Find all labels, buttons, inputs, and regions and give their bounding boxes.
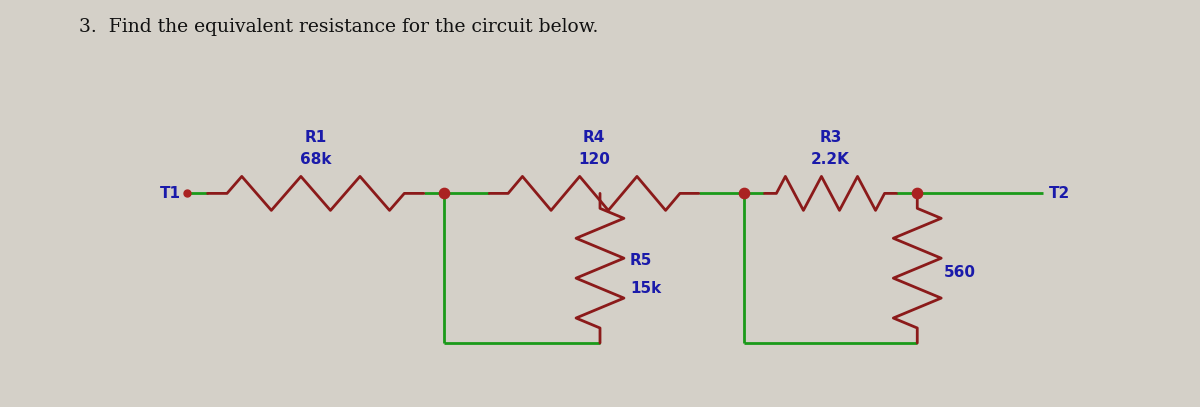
Text: 68k: 68k [300,152,331,167]
Text: 560: 560 [943,265,976,280]
Point [434,190,454,197]
Text: 15k: 15k [630,281,661,296]
Text: 3.  Find the equivalent resistance for the circuit below.: 3. Find the equivalent resistance for th… [79,18,599,35]
Point [907,190,926,197]
Point [734,190,754,197]
Text: 2.2K: 2.2K [811,152,850,167]
Text: R4: R4 [583,130,605,145]
Text: R3: R3 [820,130,841,145]
Text: R1: R1 [305,130,326,145]
Text: R5: R5 [630,253,653,267]
Text: T1: T1 [160,186,181,201]
Text: T2: T2 [1049,186,1070,201]
Text: 120: 120 [578,152,610,167]
